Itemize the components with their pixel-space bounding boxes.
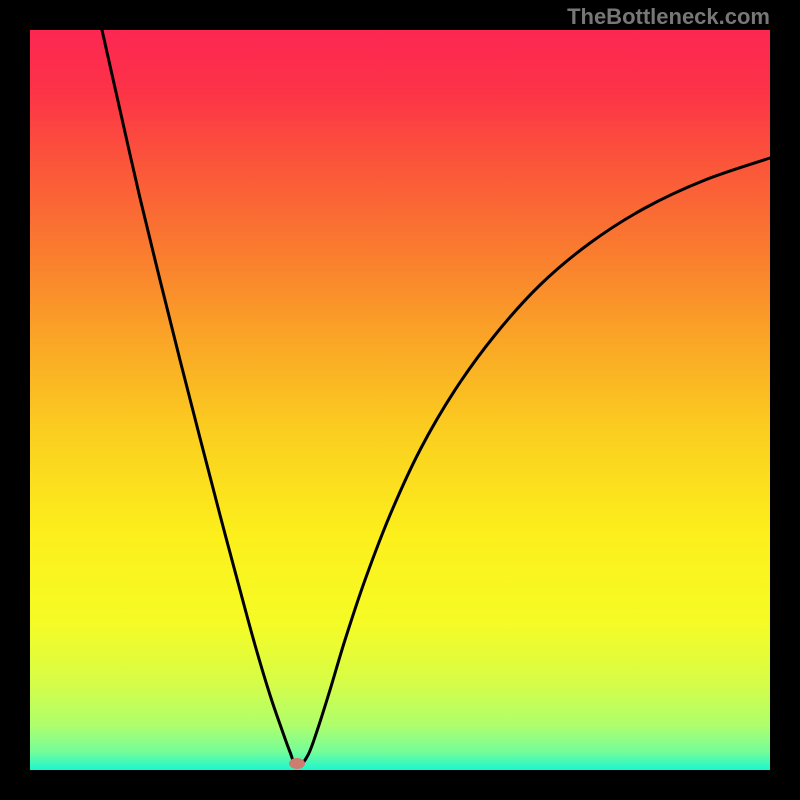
bottleneck-curve [0,0,800,800]
chart-container: TheBottleneck.com [0,0,800,800]
minimum-point-marker [289,758,305,769]
watermark-text: TheBottleneck.com [567,4,770,30]
